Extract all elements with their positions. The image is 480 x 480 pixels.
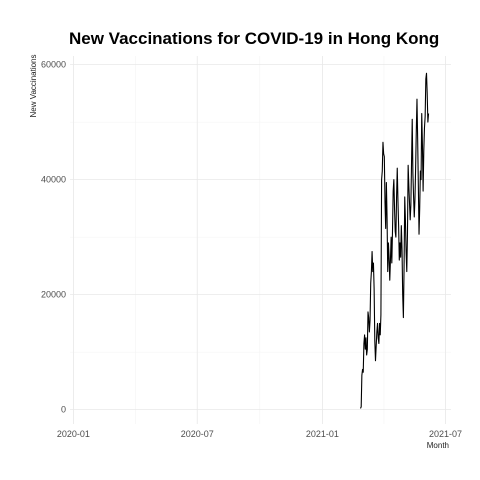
x-tick-label: 2020-07 xyxy=(181,429,214,439)
chart-title: New Vaccinations for COVID-19 in Hong Ko… xyxy=(69,29,439,48)
y-tick-label: 60000 xyxy=(41,60,66,70)
x-tick-label: 2021-07 xyxy=(429,429,462,439)
y-tick-label: 0 xyxy=(61,405,66,415)
x-tick-label: 2020-01 xyxy=(57,429,90,439)
tick-labels: 2020-01 2020-07 2021-01 2021-07 0 20000 40000 6… xyxy=(41,60,462,439)
x-tick-label: 2021-01 xyxy=(306,429,339,439)
series-line xyxy=(359,72,430,409)
y-tick-label: 40000 xyxy=(41,175,66,185)
y-axis-title: New Vaccinations xyxy=(29,55,38,118)
grid xyxy=(70,56,451,424)
series-layer xyxy=(359,72,430,409)
x-axis-title: Month xyxy=(427,441,449,450)
y-tick-label: 20000 xyxy=(41,290,66,300)
